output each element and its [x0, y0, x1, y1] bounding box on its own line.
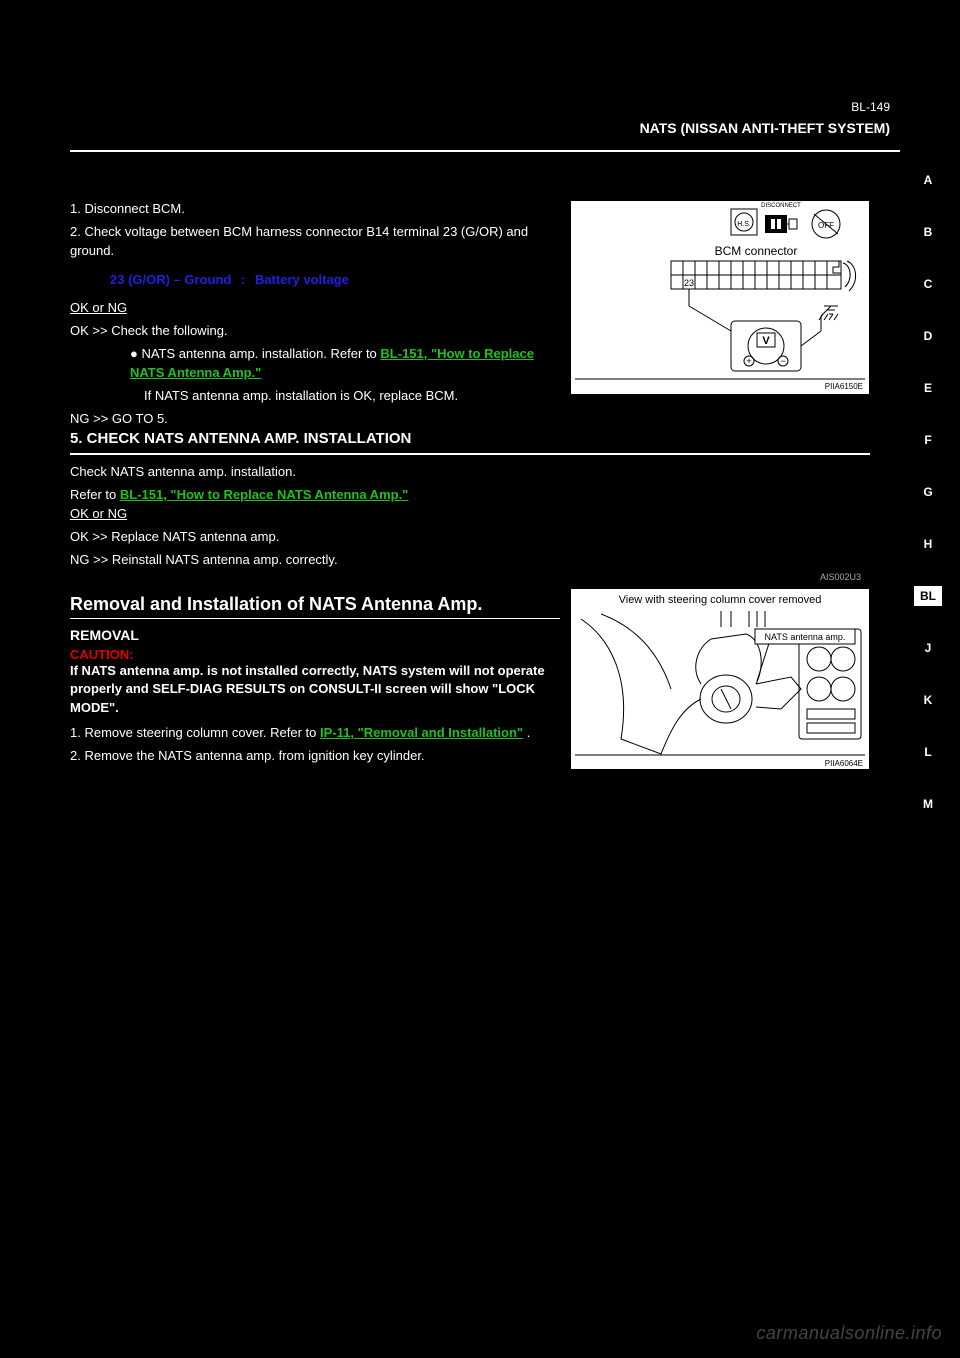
refer-text: Refer to: [70, 487, 120, 502]
reading-value: Battery voltage: [255, 272, 349, 287]
removal-step2: 2. Remove the NATS antenna amp. from ign…: [70, 747, 560, 766]
tab-b[interactable]: B: [914, 222, 942, 242]
figure1-code: PIIA6150E: [825, 382, 863, 391]
figure2-code: PIIA6064E: [825, 759, 863, 768]
section-check-voltage: 1. Disconnect BCM. 2. Check voltage betw…: [70, 200, 560, 432]
step5-title: 5. CHECK NATS ANTENNA AMP. INSTALLATION: [70, 430, 870, 447]
figure-bcm-connector: H.S. DISCONNECT OFF BCM connector: [570, 200, 870, 395]
ng-line-1: NG >> GO TO 5.: [70, 410, 560, 429]
page-number: BL-149: [851, 100, 890, 114]
ref-link-2[interactable]: BL-151, "How to Replace NATS Antenna Amp…: [120, 487, 409, 502]
removal-step1: 1. Remove steering column cover. Refer t…: [70, 725, 320, 740]
tab-j[interactable]: J: [914, 638, 942, 658]
connector-label: BCM connector: [715, 244, 798, 258]
tab-a[interactable]: A: [914, 170, 942, 190]
tab-k[interactable]: K: [914, 690, 942, 710]
svg-text:V: V: [762, 335, 770, 347]
svg-text:−: −: [780, 356, 785, 366]
tab-f[interactable]: F: [914, 430, 942, 450]
caution-label: CAUTION:: [70, 647, 560, 662]
section-step5-results: OK or NG OK >> Replace NATS antenna amp.…: [70, 505, 560, 770]
reading-terminal: 23 (G/OR) – Ground: [110, 272, 231, 287]
disconnect-label: DISCONNECT: [761, 203, 801, 209]
tab-h[interactable]: H: [914, 534, 942, 554]
amp-label: NATS antenna amp.: [765, 632, 846, 642]
tab-bl[interactable]: BL: [914, 586, 942, 606]
ok-bullet-text: ● NATS antenna amp. installation. Refer …: [130, 346, 380, 361]
ok-line-1: OK >> Check the following.: [70, 322, 560, 341]
caution-text: If NATS antenna amp. is not installed co…: [70, 662, 560, 719]
step5-text: Check NATS antenna amp. installation.: [70, 463, 870, 482]
ok-or-ng-1: OK or NG: [70, 299, 560, 318]
watermark: carmanualsonline.info: [756, 1323, 942, 1344]
tab-l[interactable]: L: [914, 742, 942, 762]
tab-m[interactable]: M: [914, 794, 942, 814]
side-tabs: A B C D E F G H BL J K L M: [914, 170, 942, 814]
removal-step1-end: .: [527, 725, 531, 740]
tab-d[interactable]: D: [914, 326, 942, 346]
svg-text:H.S.: H.S.: [737, 221, 751, 228]
tab-e[interactable]: E: [914, 378, 942, 398]
fig2-title: View with steering column cover removed: [619, 594, 822, 606]
ref-link-3[interactable]: IP-11, "Removal and Installation": [320, 725, 523, 740]
svg-text:+: +: [746, 356, 751, 366]
reading-sep: :: [241, 272, 245, 287]
section-step-5: 5. CHECK NATS ANTENNA AMP. INSTALLATION …: [70, 430, 870, 509]
ng-line-2: NG >> Reinstall NATS antenna amp. correc…: [70, 551, 560, 570]
tab-g[interactable]: G: [914, 482, 942, 502]
header-rule: [70, 150, 900, 152]
removal-heading: REMOVAL: [70, 627, 560, 643]
step-1: 1. Disconnect BCM.: [70, 200, 560, 219]
ok-bullet-2: If NATS antenna amp. installation is OK,…: [144, 387, 560, 406]
figure-antenna-amp: View with steering column cover removed: [570, 588, 870, 770]
proc-code: AIS002U3: [820, 572, 861, 582]
pin-23: 23: [684, 278, 694, 288]
section-header: NATS (NISSAN ANTI-THEFT SYSTEM): [640, 120, 890, 136]
removal-install-title: Removal and Installation of NATS Antenna…: [70, 594, 482, 615]
ok-line-2: OK >> Replace NATS antenna amp.: [70, 528, 560, 547]
tab-c[interactable]: C: [914, 274, 942, 294]
ok-or-ng-2: OK or NG: [70, 505, 560, 524]
step-2: 2. Check voltage between BCM harness con…: [70, 223, 560, 261]
